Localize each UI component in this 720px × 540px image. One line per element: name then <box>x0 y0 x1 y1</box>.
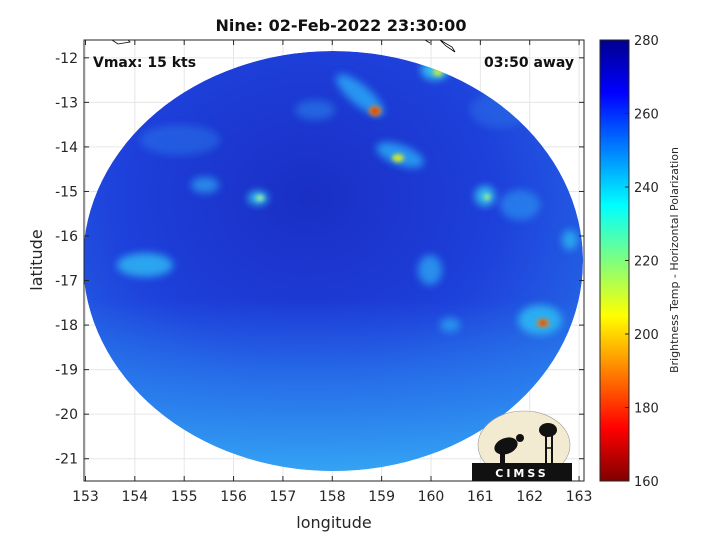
x-tick-label: 156 <box>220 489 247 505</box>
logo-banner <box>472 463 572 481</box>
colorbar-label: Brightness Temp - Horizontal Polarizatio… <box>668 147 681 373</box>
y-tick-label: -21 <box>55 452 78 468</box>
x-tick-label: 161 <box>467 489 494 505</box>
vmax-annotation: Vmax: 15 kts <box>93 55 196 71</box>
x-tick-label: 159 <box>368 489 395 505</box>
cimss-logo: CIMSS <box>472 410 572 481</box>
y-tick-label: -20 <box>55 407 78 423</box>
logo-text: CIMSS <box>495 467 548 480</box>
colorbar-tick-label: 280 <box>634 34 659 49</box>
colorbar <box>599 39 630 482</box>
colorbar-tick-label: 240 <box>634 181 659 196</box>
y-tick-label: -14 <box>55 140 78 156</box>
x-tick-label: 157 <box>270 489 297 505</box>
y-tick-label: -15 <box>55 184 78 200</box>
y-tick-label: -13 <box>55 95 78 111</box>
x-tick-label: 158 <box>319 489 346 505</box>
x-tick-label: 162 <box>516 489 543 505</box>
x-tick-label: 153 <box>72 489 99 505</box>
colorbar-tick-label: 200 <box>634 328 659 343</box>
axes-box <box>83 39 585 482</box>
y-tick-label: -12 <box>55 51 78 67</box>
colorbar-tick-label: 260 <box>634 108 659 123</box>
water-tower-icon <box>539 423 557 437</box>
coastline <box>111 40 131 45</box>
y-tick-label: -18 <box>55 318 78 334</box>
colorbar-tick-label: 160 <box>634 475 659 490</box>
time-away-annotation: 03:50 away <box>484 55 574 71</box>
colorbar-tick-label: 220 <box>634 255 659 270</box>
x-tick-label: 163 <box>566 489 593 505</box>
y-axis-ticks: -12 -13 -14 -15 -16 -17 -18 -19 -20 -21 <box>55 51 584 468</box>
figure-title: Nine: 02-Feb-2022 23:30:00 <box>216 16 467 35</box>
x-tick-label: 160 <box>418 489 445 505</box>
warm-spots <box>256 68 549 327</box>
colorbar-tick-label: 180 <box>634 402 659 417</box>
x-tick-label: 155 <box>171 489 198 505</box>
y-tick-label: -19 <box>55 363 78 379</box>
x-axis-label: longitude <box>296 513 371 532</box>
x-tick-label: 154 <box>121 489 148 505</box>
y-tick-label: -16 <box>55 229 78 245</box>
y-axis-label: latitude <box>27 229 46 290</box>
x-axis-ticks: 153 154 155 156 157 158 159 160 161 162 163 <box>72 40 592 505</box>
coastline <box>439 40 456 53</box>
y-tick-label: -17 <box>55 274 78 290</box>
colorbar-ticks: 280 260 240 220 200 180 160 <box>625 34 659 490</box>
